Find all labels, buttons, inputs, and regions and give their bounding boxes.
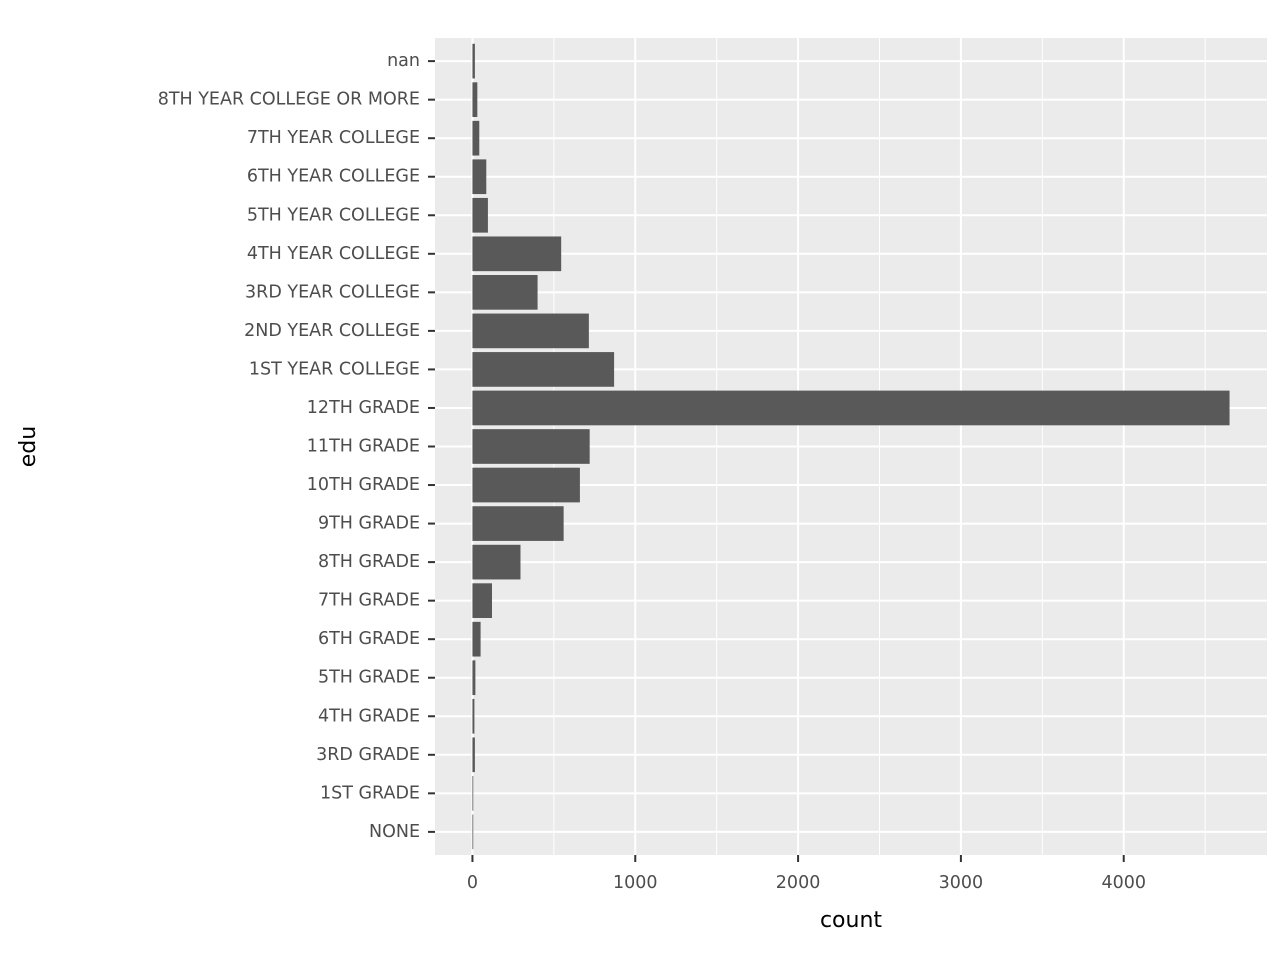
y-tick-label: 5TH YEAR COLLEGE: [247, 205, 420, 225]
y-tick-label: 8TH YEAR COLLEGE OR MORE: [158, 90, 420, 110]
y-tick-label: 3RD YEAR COLLEGE: [245, 282, 420, 302]
bar: [472, 197, 488, 233]
bar: [472, 621, 481, 657]
bar: [472, 429, 590, 464]
y-axis-title: edu: [16, 426, 41, 467]
y-axis: NONE 1ST GRADE 3RD GRADE 4TH GRADE 5TH GRADE…: [158, 51, 435, 842]
y-tick-label: 3RD GRADE: [316, 745, 420, 765]
y-tick-label: 11TH GRADE: [307, 437, 420, 457]
x-tick-label: 3000: [939, 873, 984, 893]
y-tick-label: 2ND YEAR COLLEGE: [244, 321, 420, 341]
x-axis-title: count: [820, 908, 882, 933]
bar: [472, 352, 615, 387]
bar: [472, 82, 478, 118]
x-tick-label: 4000: [1101, 873, 1146, 893]
bar: [472, 660, 476, 696]
y-tick-label: nan: [387, 51, 420, 71]
x-tick-label: 2000: [776, 873, 821, 893]
y-tick-label: 12TH GRADE: [307, 398, 420, 418]
y-tick-label: 5TH GRADE: [318, 668, 420, 688]
y-tick-label: 1ST GRADE: [320, 783, 420, 803]
bar: [472, 544, 521, 580]
bar: [472, 120, 480, 156]
bar: [472, 390, 1230, 426]
y-tick-label: NONE: [369, 822, 420, 842]
bars: [472, 43, 1230, 850]
bar: [472, 467, 580, 503]
bar: [472, 236, 562, 272]
y-tick-label: 6TH GRADE: [318, 629, 420, 649]
bar: [472, 43, 475, 79]
bar: [472, 775, 474, 811]
bar: [472, 737, 475, 773]
bar: [472, 814, 474, 850]
y-tick-label: 4TH GRADE: [318, 706, 420, 726]
y-tick-label: 7TH GRADE: [318, 591, 420, 611]
x-tick-label: 1000: [613, 873, 658, 893]
y-tick-label: 1ST YEAR COLLEGE: [249, 359, 420, 379]
bar: [472, 313, 589, 349]
y-tick-label: 9TH GRADE: [318, 514, 420, 534]
bar: [472, 275, 538, 310]
y-tick-label: 6TH YEAR COLLEGE: [247, 167, 420, 187]
x-tick-label: 0: [467, 873, 478, 893]
bar: [472, 506, 564, 541]
bar: [472, 698, 475, 734]
y-tick-label: 4TH YEAR COLLEGE: [247, 244, 420, 264]
y-tick-label: 7TH YEAR COLLEGE: [247, 128, 420, 148]
x-axis: 0 1000 2000 3000 4000: [467, 855, 1146, 893]
y-tick-label: 10TH GRADE: [307, 475, 420, 495]
y-tick-label: 8TH GRADE: [318, 552, 420, 572]
bar: [472, 159, 487, 195]
bar: [472, 583, 492, 618]
